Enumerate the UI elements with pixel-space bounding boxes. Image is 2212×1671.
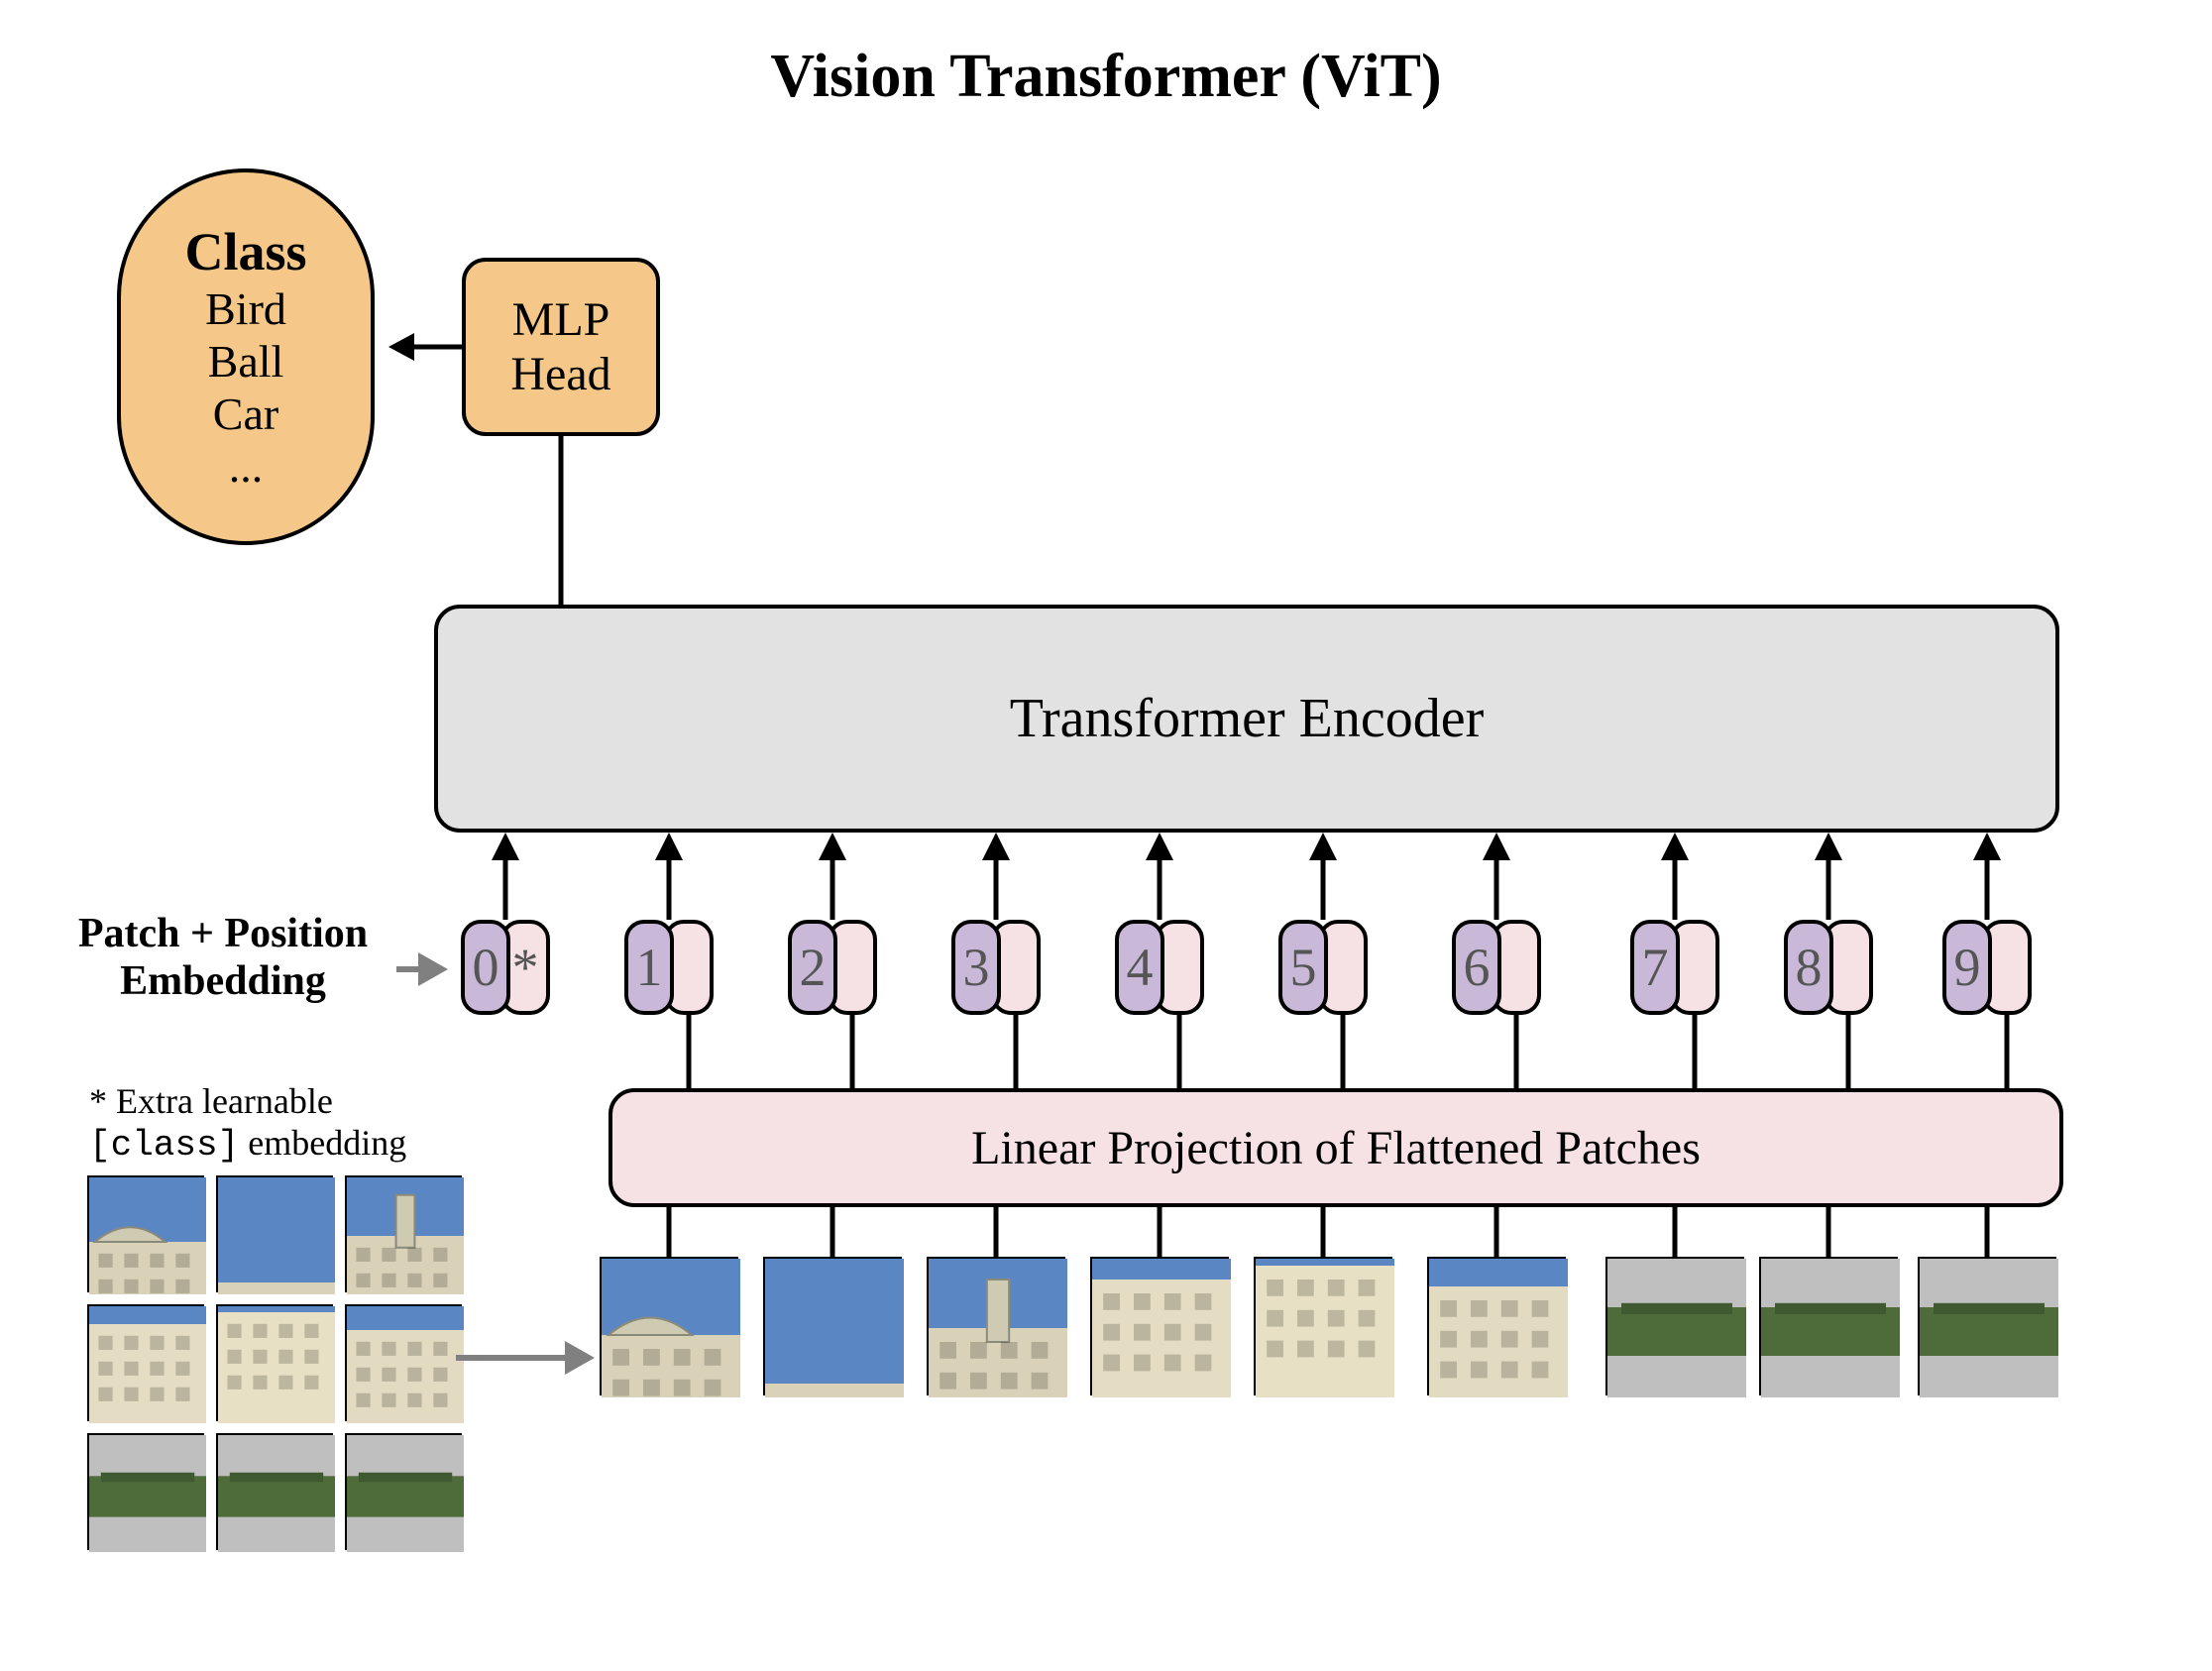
flattened-patch	[1254, 1257, 1392, 1395]
flattened-patch	[1605, 1257, 1744, 1395]
flattened-patch	[1427, 1257, 1566, 1395]
flattened-patch	[1090, 1257, 1229, 1395]
flattened-patch-strip	[0, 0, 2212, 1671]
flattened-patch	[763, 1257, 902, 1395]
flattened-patch	[600, 1257, 738, 1395]
flattened-patch	[927, 1257, 1065, 1395]
flattened-patch	[1759, 1257, 1898, 1395]
flattened-patch	[1918, 1257, 2056, 1395]
